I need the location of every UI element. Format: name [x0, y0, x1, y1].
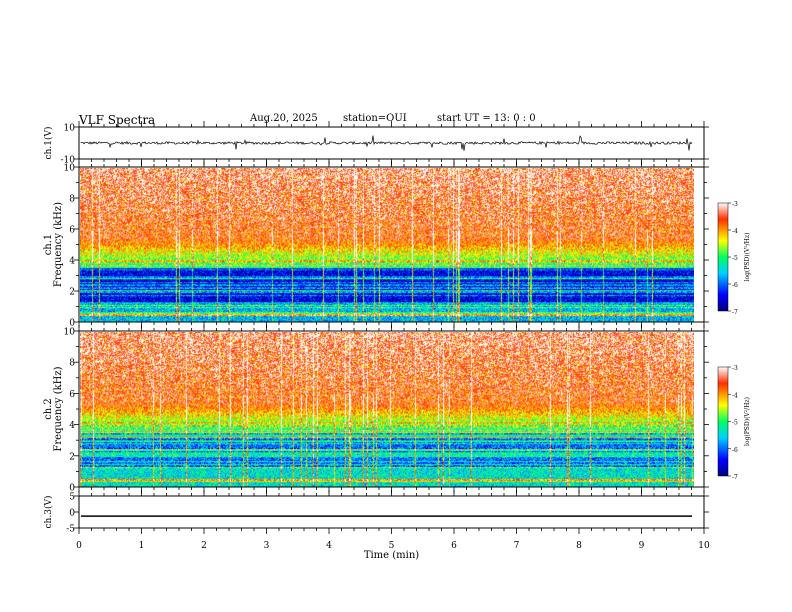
colorbar [717, 202, 729, 312]
y-axis-label: ch.3(V) [43, 496, 54, 529]
y-tick-label: 2 [69, 452, 75, 462]
colorbar-tick-label: -3 [732, 201, 738, 208]
colorbar-label: log(PSD)(V²/Hz) [744, 397, 751, 446]
y-tick-label: 10 [64, 164, 76, 174]
y-axis-label-2: Frequency (kHz) [53, 366, 64, 451]
y-tick-label: 8 [69, 195, 75, 205]
y-axis-label: ch.2 [43, 398, 54, 420]
x-tick-label: 5 [389, 541, 395, 551]
x-tick-label: 1 [139, 541, 145, 551]
y-tick-label: 0 [69, 319, 75, 329]
x-tick-label: 8 [576, 541, 582, 551]
colorbar [717, 366, 729, 477]
y-tick-label: 2 [69, 288, 75, 298]
chart-title: VLF Spectra [79, 113, 156, 127]
y-tick-label: 4 [69, 257, 75, 267]
station-label: station=OUI [343, 113, 407, 124]
y-tick-label: 6 [69, 226, 75, 236]
y-axis-label-2: Frequency (kHz) [53, 202, 64, 287]
colorbar-tick-label: -3 [732, 365, 738, 372]
y-axis-label: ch.1 [43, 234, 54, 256]
date-label: Aug.20, 2025 [250, 113, 318, 124]
y-tick-label: -10 [61, 156, 76, 166]
start-time-label: start UT = 13: 0 : 0 [437, 113, 536, 124]
colorbar-tick-label: -5 [732, 255, 738, 262]
y-axis-label: ch.1(V) [43, 127, 54, 160]
y-tick-label: -5 [66, 525, 75, 535]
colorbar-tick-label: -6 [732, 447, 738, 454]
y-tick-label: 0 [69, 484, 75, 494]
y-tick-label: 4 [69, 421, 75, 431]
colorbar-tick-label: -4 [732, 392, 738, 399]
y-tick-label: 6 [69, 390, 75, 400]
y-tick-label: 8 [69, 359, 75, 369]
ch1-spectrogram-image [80, 168, 694, 322]
x-axis-label: Time (min) [364, 550, 419, 561]
y-tick-label: 5 [69, 493, 75, 503]
colorbar-tick-label: -7 [732, 474, 738, 481]
colorbar-tick-label: -4 [732, 228, 738, 235]
colorbar-label: log(PSD)(V²/Hz) [744, 233, 751, 282]
y-tick-label: 10 [64, 124, 76, 134]
panel-frame [78, 495, 705, 529]
y-tick-label: 10 [64, 328, 76, 338]
colorbar-tick-label: -5 [732, 420, 738, 427]
x-tick-label: 2 [201, 541, 207, 551]
x-tick-label: 0 [76, 541, 82, 551]
x-tick-label: 4 [326, 541, 332, 551]
ch2-spectrogram-image [80, 332, 694, 487]
colorbar-tick-label: -7 [732, 309, 738, 316]
x-tick-label: 10 [698, 541, 710, 551]
colorbar-tick-label: -6 [732, 282, 738, 289]
x-tick-label: 3 [264, 541, 270, 551]
x-tick-label: 6 [451, 541, 457, 551]
y-tick-label: 0 [69, 509, 75, 519]
x-tick-label: 9 [639, 541, 645, 551]
x-tick-label: 7 [514, 541, 520, 551]
ch1-waveform-trace [80, 135, 693, 151]
